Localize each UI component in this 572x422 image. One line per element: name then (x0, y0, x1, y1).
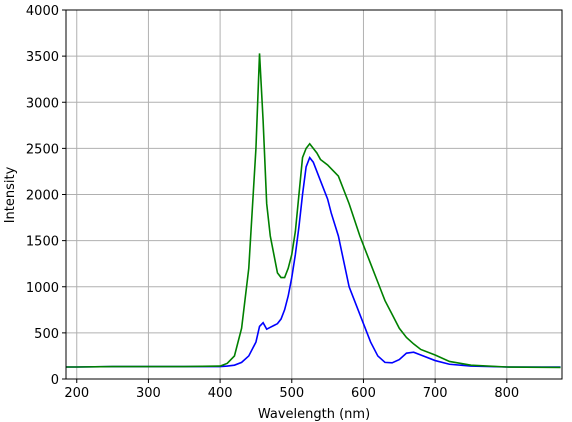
x-tick-label: 400 (208, 386, 233, 401)
x-tick-label: 600 (351, 386, 376, 401)
y-tick-label: 2000 (26, 189, 59, 204)
y-tick-label: 1000 (26, 281, 59, 296)
plot-frame (65, 9, 563, 380)
y-tick-label: 3000 (26, 96, 59, 111)
y-tick-label: 4000 (26, 4, 59, 19)
y-tick-label: 1500 (26, 235, 59, 250)
y-tick-label: 2500 (26, 142, 59, 157)
x-tick-label: 200 (64, 386, 89, 401)
x-tick-label: 300 (136, 386, 161, 401)
data-line (66, 155, 561, 368)
data-line (66, 53, 561, 369)
x-tick-label: 800 (494, 386, 519, 401)
y-tick-label: 3500 (26, 50, 59, 65)
y-tick-label: 500 (34, 327, 59, 342)
x-tick-label: 500 (279, 386, 304, 401)
x-tick-label: 700 (423, 386, 448, 401)
y-tick-label: 0 (51, 373, 59, 388)
y-axis-label: Intensity (3, 166, 18, 223)
x-axis-label: Wavelength (nm) (258, 407, 370, 422)
